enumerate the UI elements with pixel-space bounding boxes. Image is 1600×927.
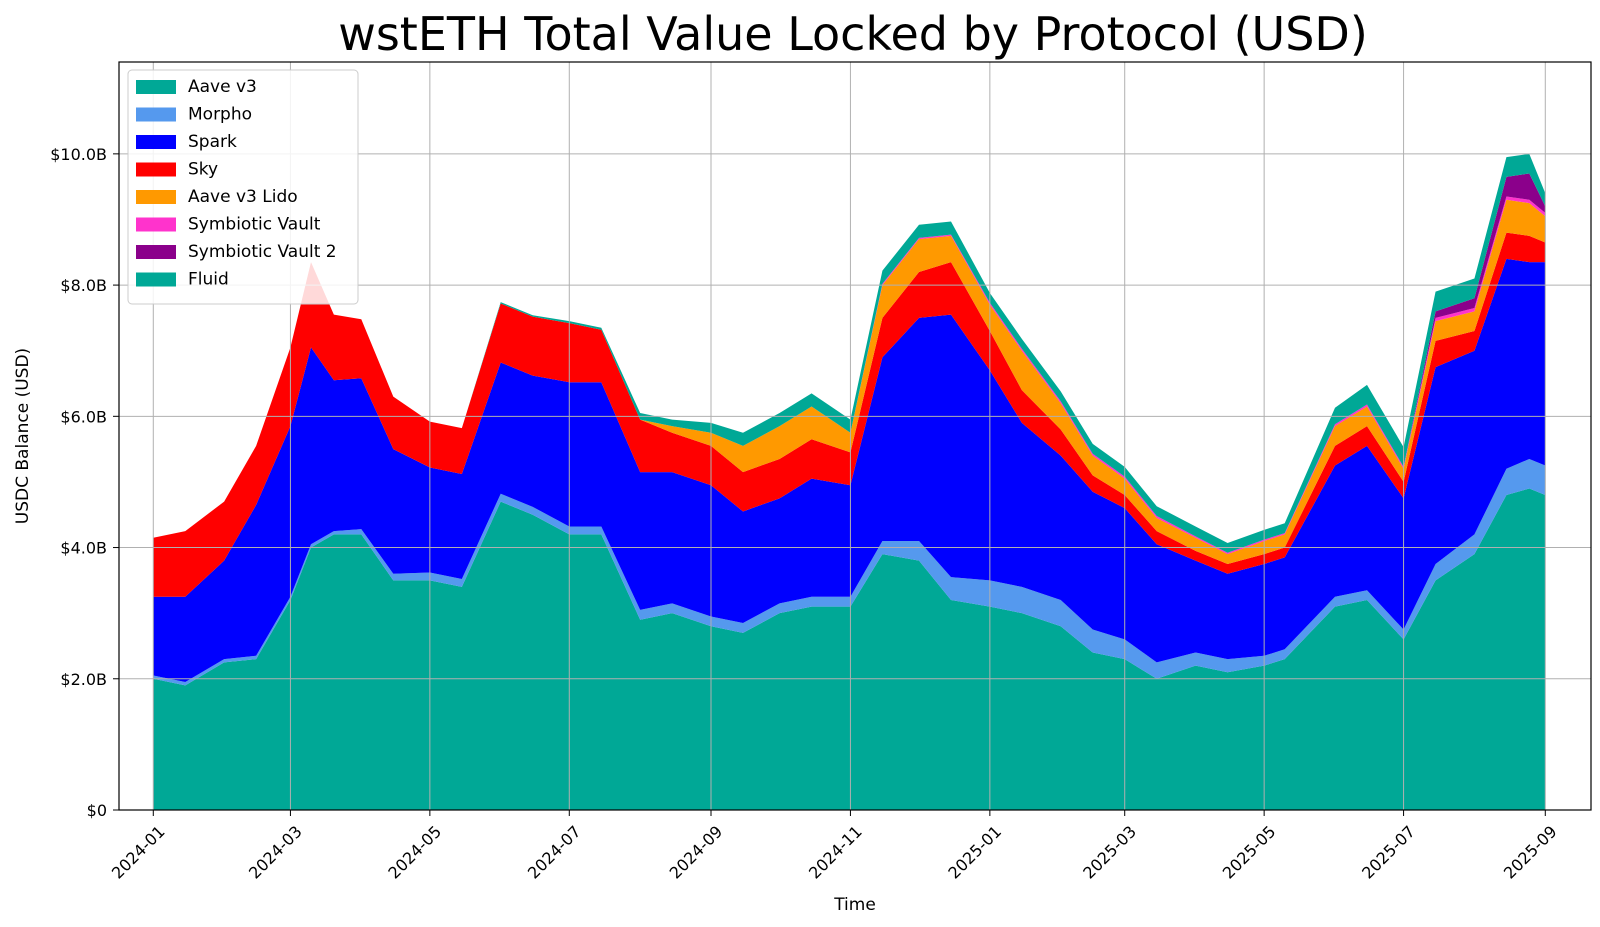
legend-swatch-fluid [136, 272, 176, 287]
x-tick-label: 2025-09 [1500, 822, 1561, 883]
legend-label-morpho: Morpho [188, 105, 252, 125]
y-tick-label: $4.0B [60, 539, 107, 558]
legend-swatch-morpho [136, 107, 176, 122]
legend-label-aave-v3-lido: Aave v3 Lido [188, 187, 298, 207]
x-tick-label: 2025-03 [1079, 822, 1140, 883]
legend-label-symbiotic-vault-2: Symbiotic Vault 2 [188, 242, 337, 262]
x-axis-label: Time [833, 895, 876, 915]
legend-swatch-symbiotic-vault [136, 217, 176, 232]
area-aave-v3 [153, 488, 1546, 810]
legend-label-symbiotic-vault: Symbiotic Vault [188, 215, 321, 235]
x-tick-label: 2024-03 [245, 822, 306, 883]
legend-swatch-aave-v3 [136, 80, 176, 94]
x-tick-label: 2025-05 [1219, 822, 1280, 883]
x-tick-label: 2024-05 [384, 822, 445, 883]
legend-swatch-aave-v3-lido [136, 190, 176, 204]
y-tick-label: $8.0B [60, 276, 107, 295]
plot-frame [118, 61, 1592, 811]
x-tick-label: 2024-07 [524, 822, 585, 883]
y-axis: $0 $2.0B $4.0B $6.0B $8.0B $10.0B [50, 145, 119, 820]
area-spark [153, 258, 1546, 683]
legend-label-aave-v3: Aave v3 [188, 77, 257, 97]
y-tick-label: $6.0B [60, 407, 107, 426]
stacked-areas [153, 153, 1546, 810]
legend-swatch-spark [136, 135, 176, 149]
legend-swatch-symbiotic-vault-2 [136, 245, 176, 259]
x-tick-label: 2024-09 [666, 822, 727, 883]
y-tick-label: $2.0B [60, 670, 107, 689]
x-axis: 2024-01 2024-03 2024-05 2024-07 2024-09 2024-… [108, 810, 1561, 883]
x-tick-label: 2025-01 [944, 822, 1005, 883]
area-sky [153, 232, 1546, 597]
y-tick-label: $10.0B [50, 145, 107, 164]
chart-title: wstETH Total Value Locked by Protocol (U… [338, 7, 1368, 61]
legend: Aave v3 Morpho Spark Sky Aave v3 Lido Symbiot… [127, 69, 359, 305]
y-axis-label: USDC Balance (USD) [13, 348, 33, 524]
legend-swatch-sky [136, 162, 176, 177]
y-tick-label: $0 [87, 801, 107, 820]
legend-label-fluid: Fluid [188, 270, 229, 290]
legend-box [127, 69, 359, 305]
legend-label-sky: Sky [188, 160, 218, 180]
x-tick-label: 2025-07 [1358, 822, 1419, 883]
x-tick-label: 2024-01 [108, 822, 169, 883]
legend-label-spark: Spark [188, 132, 237, 152]
x-tick-label: 2024-11 [805, 822, 866, 883]
